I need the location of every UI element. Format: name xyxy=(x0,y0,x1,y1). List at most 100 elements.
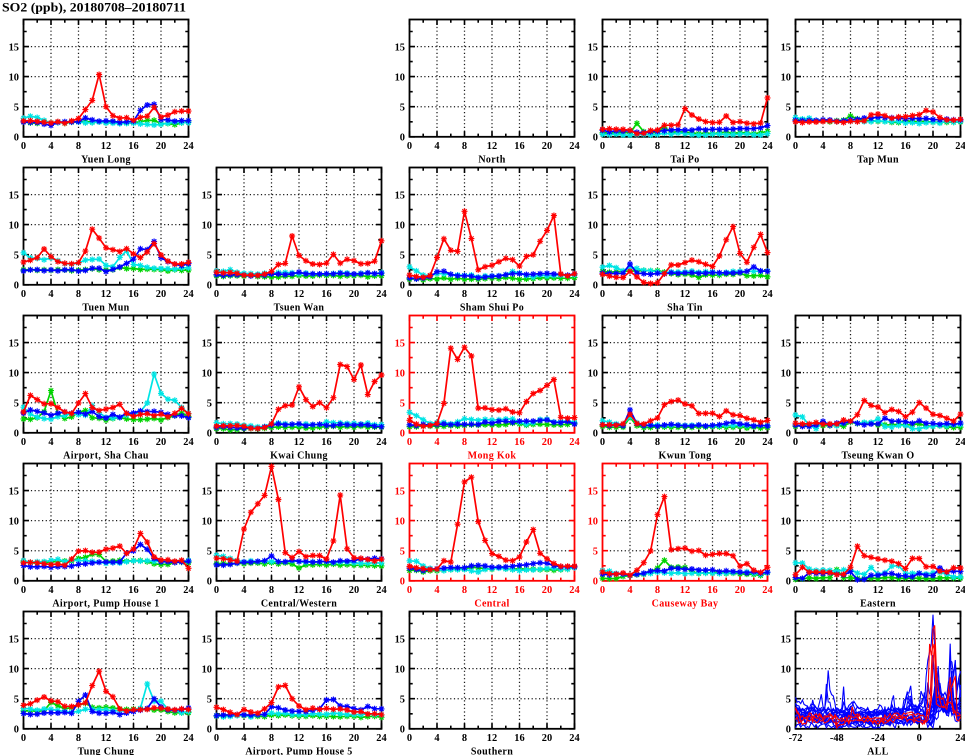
svg-text:0: 0 xyxy=(793,437,798,448)
svg-text:8: 8 xyxy=(76,733,81,744)
svg-text:15: 15 xyxy=(588,338,598,349)
svg-text:4: 4 xyxy=(627,437,632,448)
svg-text:24: 24 xyxy=(183,437,193,448)
svg-text:5: 5 xyxy=(593,251,598,262)
svg-text:20: 20 xyxy=(928,585,938,596)
svg-text:12: 12 xyxy=(294,437,304,448)
svg-text:16: 16 xyxy=(900,437,910,448)
svg-text:15: 15 xyxy=(781,338,791,349)
svg-text:15: 15 xyxy=(781,42,791,53)
svg-text:8: 8 xyxy=(655,141,660,152)
svg-text:0: 0 xyxy=(593,429,598,440)
svg-text:0: 0 xyxy=(207,429,212,440)
svg-text:0: 0 xyxy=(407,289,412,300)
svg-text:8: 8 xyxy=(76,585,81,596)
svg-text:12: 12 xyxy=(873,437,883,448)
svg-text:15: 15 xyxy=(588,190,598,201)
svg-text:20: 20 xyxy=(349,733,359,744)
svg-text:24: 24 xyxy=(569,733,579,744)
svg-text:10: 10 xyxy=(395,516,405,527)
svg-text:0: 0 xyxy=(407,437,412,448)
svg-text:24: 24 xyxy=(762,289,772,300)
svg-text:20: 20 xyxy=(735,585,745,596)
svg-text:10: 10 xyxy=(202,220,212,231)
svg-text:15: 15 xyxy=(588,42,598,53)
svg-text:4: 4 xyxy=(434,733,439,744)
svg-text:12: 12 xyxy=(487,585,497,596)
svg-text:15: 15 xyxy=(202,338,212,349)
svg-text:Yuen Long: Yuen Long xyxy=(81,154,131,165)
svg-text:10: 10 xyxy=(395,72,405,83)
svg-text:16: 16 xyxy=(128,437,138,448)
svg-text:8: 8 xyxy=(269,585,274,596)
svg-text:24: 24 xyxy=(569,437,579,448)
svg-text:0: 0 xyxy=(14,429,19,440)
svg-text:4: 4 xyxy=(434,437,439,448)
svg-text:12: 12 xyxy=(873,141,883,152)
svg-text:24: 24 xyxy=(183,733,193,744)
svg-text:20: 20 xyxy=(542,437,552,448)
svg-text:0: 0 xyxy=(786,429,791,440)
svg-text:5: 5 xyxy=(400,695,405,706)
svg-text:20: 20 xyxy=(156,141,166,152)
svg-text:20: 20 xyxy=(928,141,938,152)
svg-text:0: 0 xyxy=(786,133,791,144)
svg-text:Airport, Pump House 5: Airport, Pump House 5 xyxy=(245,746,352,755)
svg-text:Causeway Bay: Causeway Bay xyxy=(652,598,719,609)
svg-text:8: 8 xyxy=(76,437,81,448)
svg-text:24: 24 xyxy=(376,289,386,300)
svg-text:Southern: Southern xyxy=(471,746,513,755)
svg-text:North: North xyxy=(478,154,505,165)
svg-text:24: 24 xyxy=(955,733,965,744)
svg-text:5: 5 xyxy=(400,399,405,410)
svg-text:0: 0 xyxy=(214,733,219,744)
svg-text:4: 4 xyxy=(820,437,825,448)
svg-text:12: 12 xyxy=(680,437,690,448)
svg-text:20: 20 xyxy=(156,585,166,596)
svg-text:16: 16 xyxy=(900,141,910,152)
svg-text:0: 0 xyxy=(214,437,219,448)
svg-text:4: 4 xyxy=(48,437,53,448)
svg-text:5: 5 xyxy=(786,547,791,558)
svg-text:5: 5 xyxy=(207,547,212,558)
svg-text:4: 4 xyxy=(627,141,632,152)
svg-text:16: 16 xyxy=(128,733,138,744)
svg-text:0: 0 xyxy=(14,725,19,736)
svg-text:4: 4 xyxy=(434,289,439,300)
svg-text:16: 16 xyxy=(128,289,138,300)
svg-text:16: 16 xyxy=(514,437,524,448)
svg-text:20: 20 xyxy=(542,141,552,152)
svg-text:16: 16 xyxy=(321,733,331,744)
svg-text:4: 4 xyxy=(48,289,53,300)
svg-text:4: 4 xyxy=(48,733,53,744)
svg-text:4: 4 xyxy=(434,141,439,152)
svg-text:0: 0 xyxy=(593,577,598,588)
svg-text:12: 12 xyxy=(294,289,304,300)
svg-text:15: 15 xyxy=(9,190,19,201)
svg-text:10: 10 xyxy=(781,516,791,527)
svg-text:20: 20 xyxy=(735,289,745,300)
svg-text:15: 15 xyxy=(395,338,405,349)
svg-text:15: 15 xyxy=(202,190,212,201)
svg-text:15: 15 xyxy=(395,634,405,645)
svg-text:20: 20 xyxy=(928,437,938,448)
svg-text:12: 12 xyxy=(487,733,497,744)
svg-text:0: 0 xyxy=(786,577,791,588)
svg-text:4: 4 xyxy=(627,289,632,300)
svg-text:5: 5 xyxy=(14,251,19,262)
svg-text:5: 5 xyxy=(400,103,405,114)
svg-text:15: 15 xyxy=(9,338,19,349)
svg-text:0: 0 xyxy=(21,437,26,448)
svg-text:8: 8 xyxy=(76,289,81,300)
svg-text:16: 16 xyxy=(707,141,717,152)
svg-text:24: 24 xyxy=(569,585,579,596)
svg-text:5: 5 xyxy=(207,251,212,262)
svg-text:20: 20 xyxy=(349,585,359,596)
svg-text:8: 8 xyxy=(848,437,853,448)
svg-text:0: 0 xyxy=(400,577,405,588)
svg-text:8: 8 xyxy=(269,733,274,744)
svg-text:Tsuen Wan: Tsuen Wan xyxy=(274,302,325,313)
svg-text:16: 16 xyxy=(707,289,717,300)
svg-text:4: 4 xyxy=(48,585,53,596)
svg-text:12: 12 xyxy=(101,289,111,300)
